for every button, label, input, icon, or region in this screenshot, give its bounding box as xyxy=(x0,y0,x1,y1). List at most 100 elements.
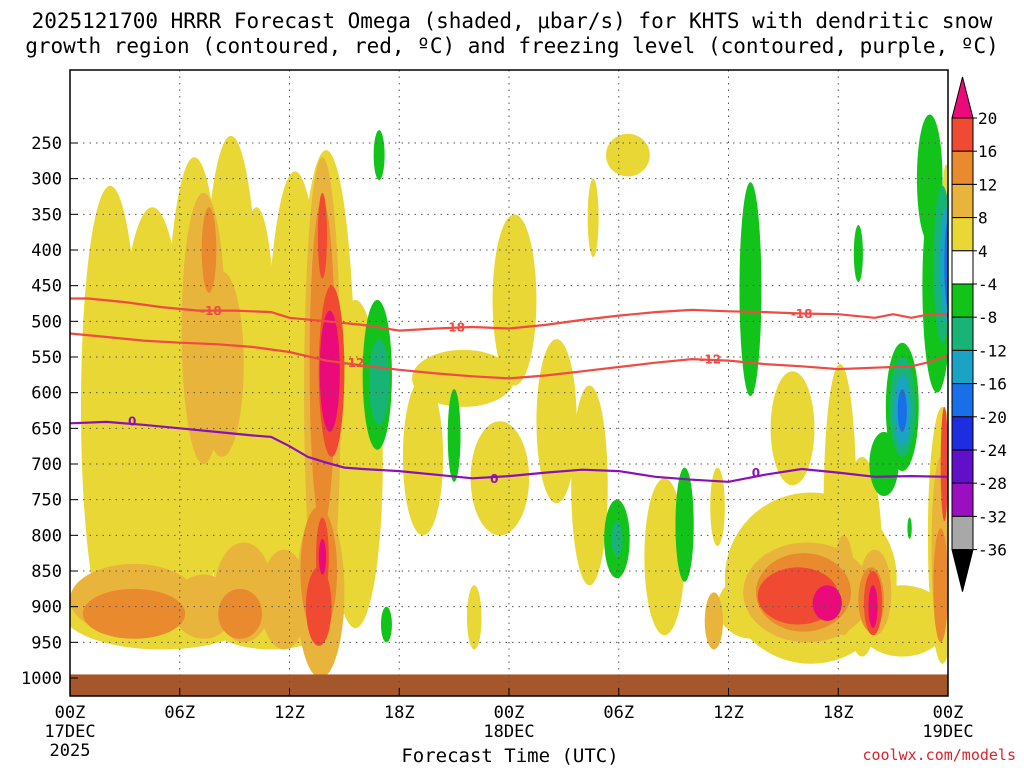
colorbar-label-12: -32 xyxy=(978,507,1007,526)
contour-dgz_-18 xyxy=(70,297,948,332)
omega-shade-m20-60 xyxy=(868,585,878,629)
y-tick-label-800: 800 xyxy=(31,526,62,546)
omega-shade-y4-16 xyxy=(536,339,577,504)
x-tick-label-42-line1: 18Z xyxy=(823,703,854,723)
contour-dgz_-12 xyxy=(70,332,948,380)
y-tick-label-900: 900 xyxy=(31,598,62,618)
colorbar-band-9 xyxy=(951,383,974,418)
chart-title-line-1: 2025121700 HRRR Forecast Omega (shaded, … xyxy=(32,9,993,33)
omega-shade-y4-15 xyxy=(470,421,530,536)
contour-label-dgz_-18-0: -18 xyxy=(200,304,222,318)
colorbar-label-2: 12 xyxy=(978,175,997,194)
x-tick-label-24-line1: 00Z xyxy=(494,703,525,723)
y-tick-label-600: 600 xyxy=(31,384,62,404)
omega-shade-o16-50 xyxy=(317,192,327,279)
omega-shade-m20-58 xyxy=(318,538,327,575)
omega-shade-y4-19 xyxy=(644,478,685,636)
contour-label-dgz_-12-1: -12 xyxy=(699,353,721,367)
omega-shade-y8-33 xyxy=(199,271,244,457)
omega-shade-o12-49 xyxy=(933,528,948,643)
omega-shade-o12-43 xyxy=(218,588,263,639)
x-tick-label-36-line1: 12Z xyxy=(713,703,744,723)
colorbar-label-1: 16 xyxy=(978,142,997,161)
y-tick-label-400: 400 xyxy=(31,241,62,261)
colorbar-band-10 xyxy=(951,416,974,451)
y-tick-label-550: 550 xyxy=(31,348,62,368)
contour-freezing_0 xyxy=(70,420,948,483)
colorbar: 20 16 12 8 4 -4 -8 -12 -16 -20 -24 -28 -32 -36 xyxy=(951,76,1007,592)
y-tick-label-850: 850 xyxy=(31,562,62,582)
colorbar-label-5: -4 xyxy=(978,275,997,294)
omega-shade-g4-71 xyxy=(853,225,863,283)
contour-label-freezing_0-1: 0 xyxy=(490,472,498,486)
colorbar-label-9: -20 xyxy=(978,408,1007,427)
omega-shade-y4-17 xyxy=(571,385,608,586)
omega-shade-y8-36 xyxy=(260,549,308,650)
x-axis-label: Forecast Time (UTC) xyxy=(401,745,618,767)
y-axis: 250 300 350 400 450 500 550 600 650 700 750 800 850 9… xyxy=(21,134,78,689)
contour-label-freezing_0-0: 0 xyxy=(128,415,136,429)
omega-shade-y4-20 xyxy=(710,467,725,547)
colorbar-band-3 xyxy=(951,183,974,219)
x-tick-label-30-line1: 06Z xyxy=(603,703,634,723)
colorbar-band-2 xyxy=(951,150,974,185)
omega-shade-y4-13 xyxy=(412,349,515,407)
omega-shade-y4-10 xyxy=(605,133,650,177)
x-tick-label-6-line1: 06Z xyxy=(164,703,195,723)
colorbar-arrow-top xyxy=(951,76,974,119)
colorbar-label-3: 8 xyxy=(978,209,988,228)
colorbar-arrow-bottom xyxy=(951,549,974,592)
x-tick-label-24-line2: 18DEC xyxy=(483,722,534,742)
colorbar-band-6 xyxy=(951,283,974,318)
colorbar-band-4 xyxy=(951,217,974,252)
colorbar-label-13: -36 xyxy=(978,541,1007,560)
y-tick-label-250: 250 xyxy=(31,134,62,154)
y-tick-label-300: 300 xyxy=(31,170,62,190)
y-tick-label-1000: 1000 xyxy=(21,669,62,689)
colorbar-band-11 xyxy=(951,449,974,484)
omega-shade-m20-57 xyxy=(319,310,340,432)
contour-label-dgz_-18-1: -18 xyxy=(443,321,465,335)
omega-shade-g4-69 xyxy=(739,182,762,397)
y-tick-label-350: 350 xyxy=(31,205,62,225)
omega-shade-y4-4 xyxy=(234,207,279,636)
omega-shade-o16-56 xyxy=(940,406,948,522)
omega-shade-o12-44 xyxy=(201,207,217,293)
omega-shade-b16-76 xyxy=(897,389,907,432)
colorbar-label-4: 4 xyxy=(978,242,988,261)
x-tick-label-18-line1: 18Z xyxy=(384,703,415,723)
colorbar-band-1 xyxy=(951,117,974,152)
y-tick-label-450: 450 xyxy=(31,277,62,297)
omega-shade-g8-63 xyxy=(369,339,390,425)
contour-label-dgz_-12-0: -12 xyxy=(343,356,365,370)
y-tick-label-500: 500 xyxy=(31,312,62,332)
omega-shade-y4-11 xyxy=(587,178,599,258)
omega-shade-g4-70 xyxy=(744,357,753,379)
colorbar-label-11: -28 xyxy=(978,474,1007,493)
colorbar-band-5 xyxy=(951,250,974,285)
omega-shade-b16-82 xyxy=(944,221,948,308)
omega-shade-y4-18 xyxy=(466,585,482,650)
colorbar-label-7: -12 xyxy=(978,341,1007,360)
contour-label-dgz_-18-2: -18 xyxy=(791,307,813,321)
omega-shading xyxy=(70,114,948,678)
y-tick-label-750: 750 xyxy=(31,491,62,511)
omega-shade-o12-42 xyxy=(82,588,186,639)
x-tick-label-0-line3: 2025 xyxy=(50,741,91,761)
x-tick-label-12-line1: 12Z xyxy=(274,703,305,723)
omega-shade-g8-67 xyxy=(611,521,623,557)
colorbar-band-13 xyxy=(951,515,974,551)
x-tick-label-0-line1: 00Z xyxy=(55,703,86,723)
colorbar-band-12 xyxy=(951,482,974,517)
colorbar-label-0: 20 xyxy=(978,109,997,128)
omega-shade-g4-64 xyxy=(380,606,392,643)
colorbar-label-8: -16 xyxy=(978,375,1007,394)
x-tick-label-48-line2: 19DEC xyxy=(922,722,973,742)
contour-lines: -18 -18 -18 -12 -12 0 0 0 xyxy=(70,297,948,486)
omega-shade-g4-77 xyxy=(907,517,912,539)
omega-shade-y4-14 xyxy=(402,378,444,536)
omega-shade-y8-41 xyxy=(704,592,724,650)
y-tick-label-950: 950 xyxy=(31,633,62,653)
